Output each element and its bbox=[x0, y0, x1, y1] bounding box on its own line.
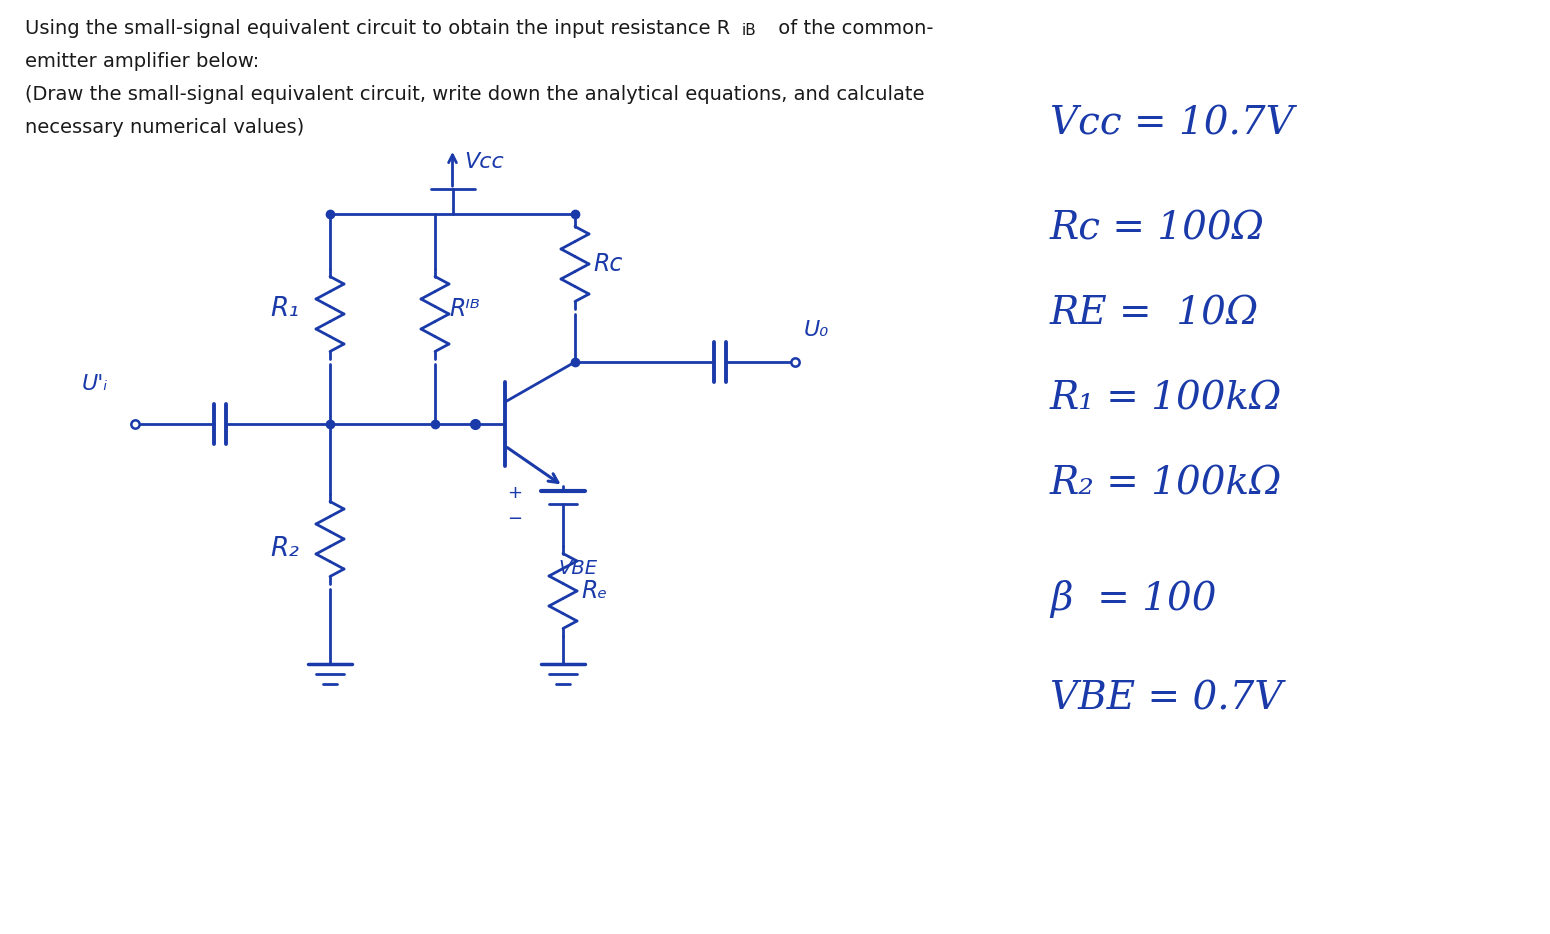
Text: U₀: U₀ bbox=[804, 320, 829, 340]
Text: RE =  10Ω: RE = 10Ω bbox=[1049, 295, 1259, 333]
Text: −: − bbox=[507, 510, 522, 528]
Text: Rₑ: Rₑ bbox=[581, 579, 608, 603]
Text: Using the small-signal equivalent circuit to obtain the input resistance R: Using the small-signal equivalent circui… bbox=[25, 19, 730, 38]
Text: R₁ = 100kΩ: R₁ = 100kΩ bbox=[1049, 380, 1282, 417]
Text: Rᴵᴮ: Rᴵᴮ bbox=[449, 297, 480, 321]
Text: (Draw the small-signal equivalent circuit, write down the analytical equations, : (Draw the small-signal equivalent circui… bbox=[25, 85, 924, 104]
Text: emitter amplifier below:: emitter amplifier below: bbox=[25, 52, 259, 71]
Text: of the common-: of the common- bbox=[772, 19, 933, 38]
Text: U'ᵢ: U'ᵢ bbox=[82, 374, 108, 394]
Text: iB: iB bbox=[742, 23, 756, 38]
Text: R₂ = 100kΩ: R₂ = 100kΩ bbox=[1049, 465, 1282, 502]
Text: R₁: R₁ bbox=[271, 296, 299, 322]
Text: VBE = 0.7V: VBE = 0.7V bbox=[1049, 681, 1282, 717]
Text: Rᴄ: Rᴄ bbox=[594, 252, 623, 276]
Text: +: + bbox=[507, 484, 522, 502]
Text: necessary numerical values): necessary numerical values) bbox=[25, 118, 304, 137]
Text: Vcc: Vcc bbox=[465, 152, 504, 172]
Text: R₂: R₂ bbox=[271, 536, 299, 562]
Text: β  = 100: β = 100 bbox=[1049, 580, 1217, 618]
Text: VBE: VBE bbox=[558, 559, 597, 578]
Text: Rc = 100Ω: Rc = 100Ω bbox=[1049, 210, 1265, 248]
Text: Vcc = 10.7V: Vcc = 10.7V bbox=[1049, 106, 1294, 143]
